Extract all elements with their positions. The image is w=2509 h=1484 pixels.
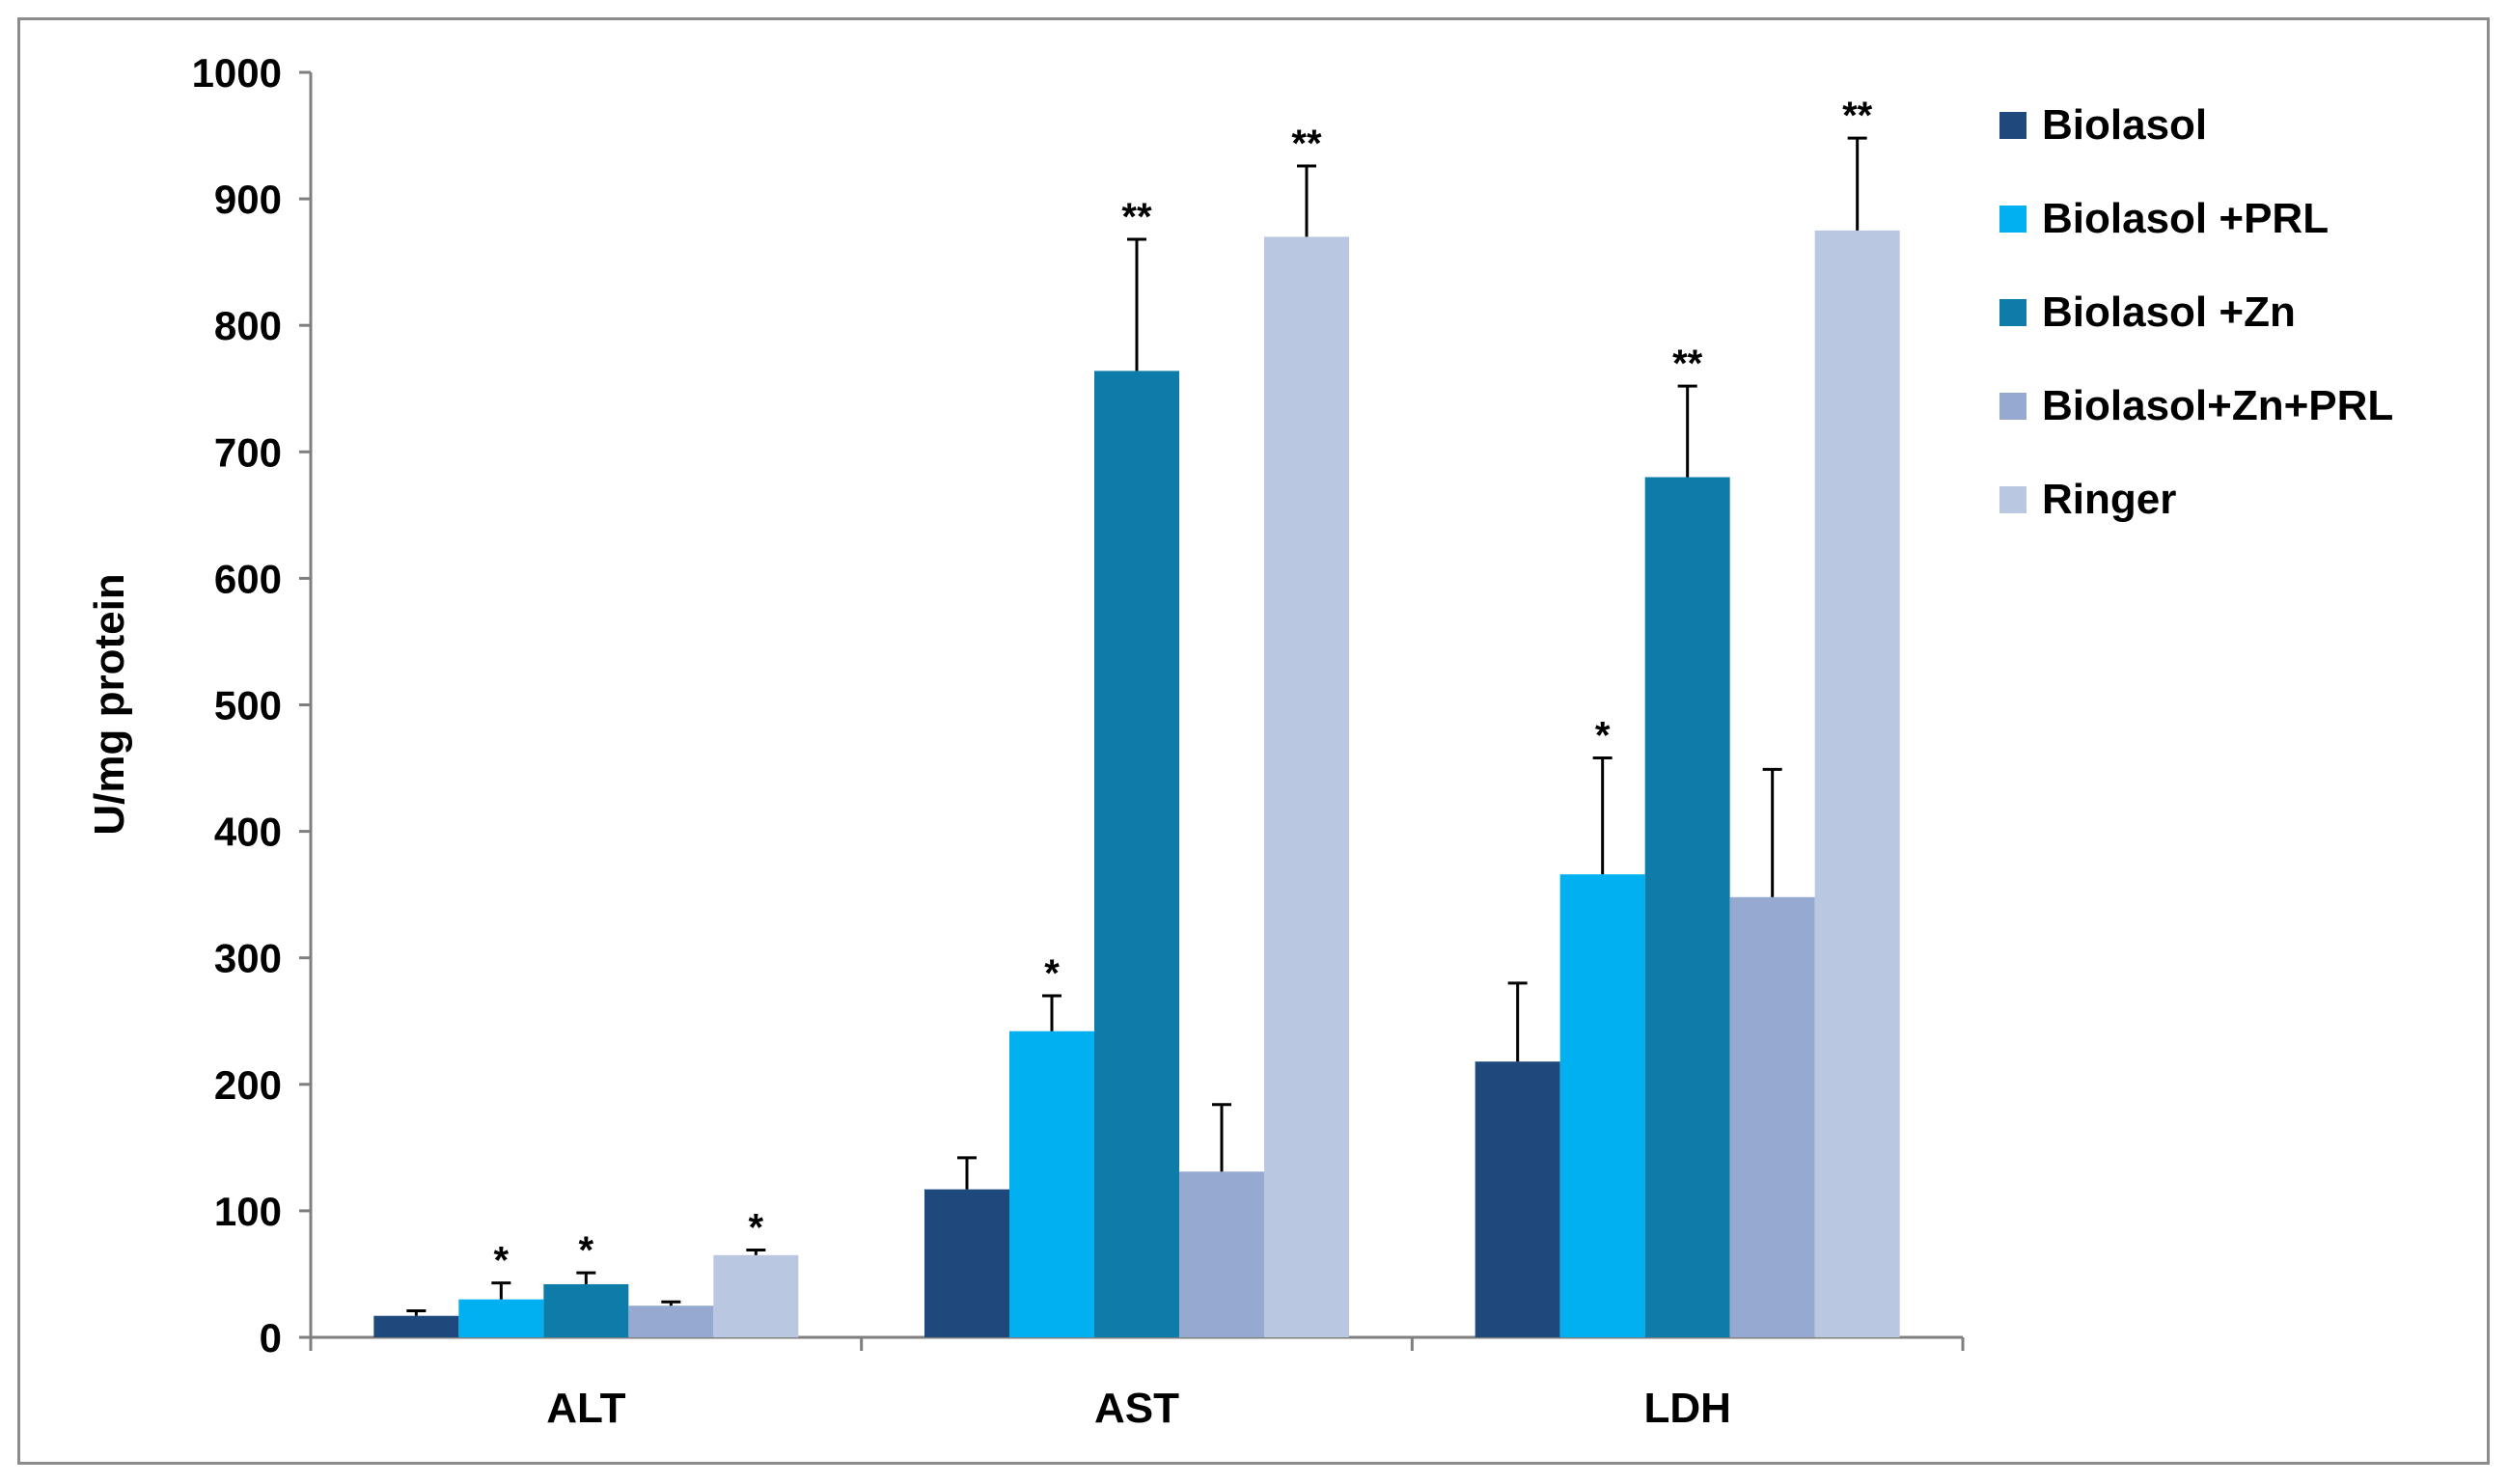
bar [1729, 896, 1815, 1337]
y-tick-label: 1000 [192, 50, 282, 96]
x-tick-label: LDH [1643, 1385, 1730, 1432]
bars: * ************ [373, 95, 1900, 1338]
y-tick-label: 400 [214, 810, 282, 855]
significance-label: ** [1672, 343, 1703, 385]
bar [543, 1283, 629, 1337]
bar [1475, 1061, 1560, 1337]
bar [1264, 236, 1349, 1338]
x-tick-label: ALT [546, 1385, 625, 1432]
significance-label: ** [1121, 196, 1152, 238]
significance-label: ** [1291, 123, 1322, 165]
legend-label: Biolasol+Zn+PRL [2042, 382, 2393, 429]
y-tick-label: 0 [260, 1315, 282, 1360]
legend-swatch [1999, 206, 2026, 233]
legend-label: Ringer [2042, 476, 2176, 523]
x-tick-label: AST [1094, 1385, 1179, 1432]
y-tick-label: 600 [214, 556, 282, 601]
significance-label: ** [1842, 95, 1873, 137]
y-tick-label: 900 [214, 177, 282, 222]
bar [373, 1315, 459, 1337]
legend: Biolasol Biolasol +PRL Biolasol +Zn Biolaso… [1999, 101, 2393, 523]
bar [1009, 1031, 1094, 1337]
bar [1094, 371, 1179, 1337]
bar [458, 1299, 544, 1337]
y-tick-label: 200 [214, 1062, 282, 1108]
significance-label: * [1595, 715, 1611, 757]
legend-swatch [1999, 393, 2026, 420]
significance-label: * [494, 1240, 510, 1282]
legend-swatch [1999, 299, 2026, 326]
legend-swatch [1999, 112, 2026, 139]
legend-label: Biolasol +Zn [2042, 289, 2296, 336]
bar [713, 1254, 799, 1337]
legend-swatch [1999, 486, 2026, 513]
y-tick-label: 800 [214, 303, 282, 348]
bar [1814, 230, 1900, 1337]
significance-label: * [749, 1207, 764, 1250]
legend-label: Biolasol [2042, 101, 2207, 149]
bar [1179, 1171, 1264, 1337]
y-tick-label: 500 [214, 683, 282, 728]
legend-label: Biolasol +PRL [2042, 195, 2329, 242]
y-axis-label: U/mg protein [86, 573, 133, 835]
significance-label: * [579, 1229, 594, 1272]
bar [924, 1189, 1009, 1337]
y-tick-label: 700 [214, 429, 282, 475]
y-tick-label: 300 [214, 936, 282, 981]
bar [1559, 874, 1645, 1337]
y-tick-label: 100 [214, 1189, 282, 1234]
bar [1644, 477, 1730, 1337]
bar [628, 1305, 714, 1337]
significance-label: * [1044, 952, 1060, 995]
